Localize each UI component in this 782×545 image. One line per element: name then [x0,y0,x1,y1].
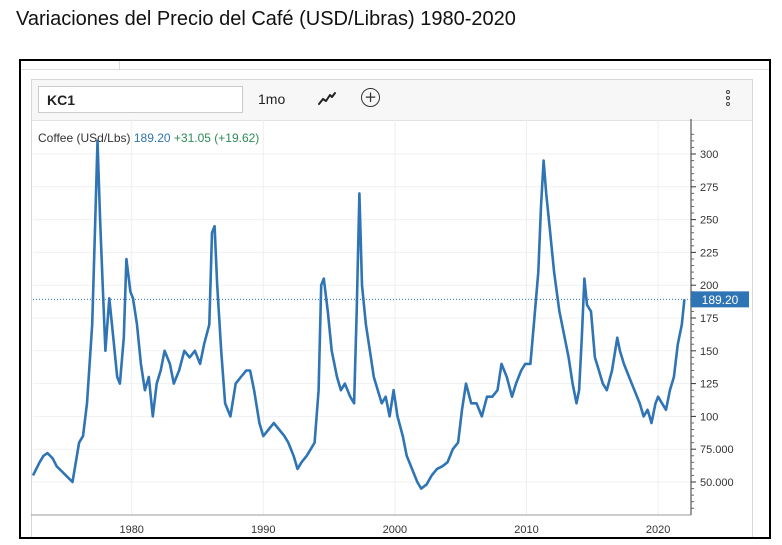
chart-widget: 1mo + Coffee (USd/Lbs) 189.20 +31.05 (+1… [31,79,753,537]
last-price-label: 189.20 [702,293,739,307]
y-tick-label: 100 [700,411,718,423]
price-series-line [31,139,686,490]
y-tick-label: 50.000 [700,477,734,489]
interval-selector[interactable]: 1mo [258,91,286,107]
more-options-icon[interactable] [724,90,732,110]
y-tick-label: 75.000 [700,444,734,456]
y-tick-label: 150 [700,346,718,358]
price-chart[interactable]: 50.00075.0001001251501752002252502753001… [31,79,753,537]
last-price-tag [691,291,749,308]
x-tick-label: 1980 [119,524,143,536]
x-tick-label: 1990 [251,524,275,536]
y-tick-label: 225 [700,247,718,259]
y-tick-label: 250 [700,215,718,227]
symbol-input[interactable] [38,86,243,113]
chart-toolbar: 1mo + [32,80,752,121]
y-tick-label: 125 [700,379,718,391]
x-tick-label: 2020 [646,524,670,536]
legend-series-name: Coffee (USd/Lbs) [38,131,131,145]
frame-tab-strip [21,61,769,70]
x-tick-label: 2010 [514,524,538,536]
y-tick-label: 200 [700,280,718,292]
y-tick-label: 275 [700,182,718,194]
add-indicator-button[interactable]: + [361,88,380,107]
frame-tab[interactable] [21,61,120,69]
page-title: Variaciones del Precio del Café (USD/Lib… [16,8,516,30]
x-tick-label: 2000 [383,524,407,536]
y-tick-label: 175 [700,313,718,325]
legend-change: +31.05 (+19.62) [173,131,260,145]
series-legend: Coffee (USd/Lbs) 189.20 +31.05 (+19.62) [38,131,259,145]
y-tick-label: 300 [700,149,718,161]
legend-price: 189.20 [133,131,171,145]
line-chart-icon[interactable] [317,89,337,109]
